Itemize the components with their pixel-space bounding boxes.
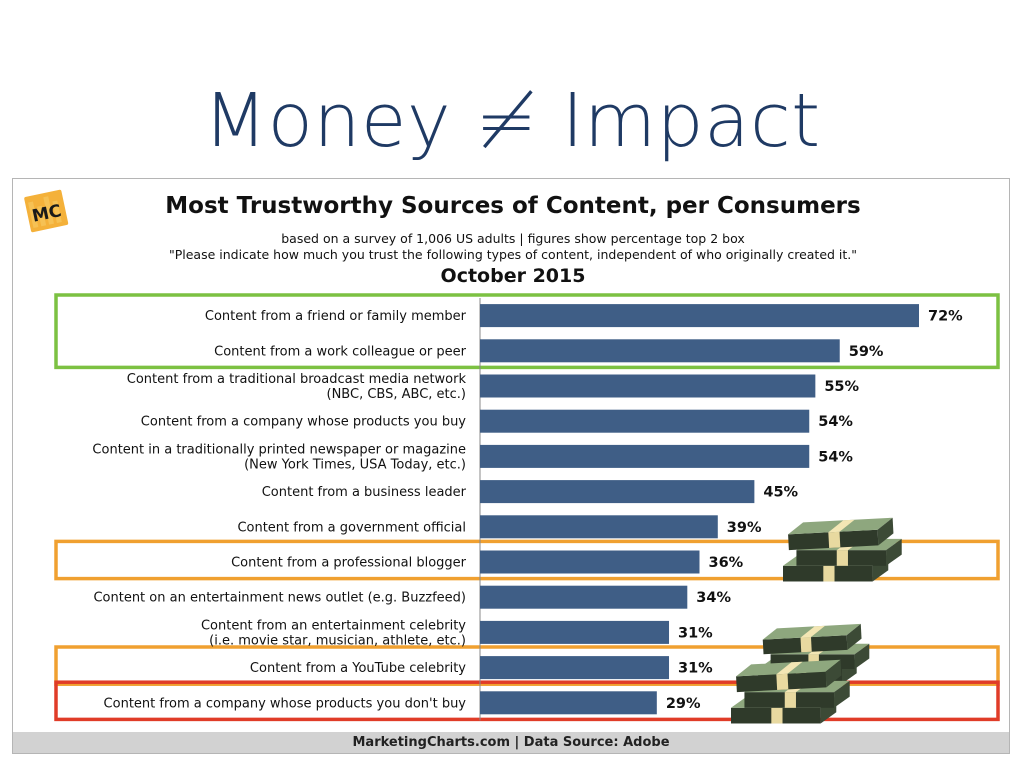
category-label: Content from a professional blogger xyxy=(231,556,467,571)
value-label: 45% xyxy=(763,485,798,501)
value-label: 31% xyxy=(678,625,713,641)
category-label: Content from a company whose products yo… xyxy=(141,415,467,430)
value-label: 54% xyxy=(818,449,853,465)
category-label: Content from a government official xyxy=(237,520,466,535)
slide-title: Money ≠ Impact xyxy=(203,78,821,164)
category-label: Content from an entertainment celebrity xyxy=(201,618,466,633)
bar xyxy=(480,515,718,539)
value-label: 72% xyxy=(928,309,963,325)
value-label: 29% xyxy=(666,696,701,712)
chart-title: Most Trustworthy Sources of Content, per… xyxy=(165,193,861,219)
category-label: (New York Times, USA Today, etc.) xyxy=(244,457,466,472)
bar-chart: 72% Content from a friend or family membe… xyxy=(54,293,1000,724)
category-label: Content from a company whose products yo… xyxy=(104,696,467,711)
chart-subtitle-1: based on a survey of 1,006 US adults | f… xyxy=(281,231,745,246)
category-label: Content from a YouTube celebrity xyxy=(250,661,466,676)
bar xyxy=(480,304,919,328)
value-label: 31% xyxy=(678,661,713,677)
chart-footer: MarketingCharts.com | Data Source: Adobe xyxy=(13,732,1009,753)
bar xyxy=(480,409,810,433)
bar xyxy=(480,374,816,398)
highlight-box-red xyxy=(54,680,1000,722)
bar xyxy=(480,339,840,363)
bar xyxy=(480,444,810,468)
bar xyxy=(480,656,670,680)
value-label: 34% xyxy=(696,590,731,606)
bar xyxy=(480,480,755,504)
money-stack-icon xyxy=(731,659,850,724)
value-label: 54% xyxy=(818,414,853,430)
value-label: 55% xyxy=(824,379,859,395)
highlight-box-orange xyxy=(54,539,1000,581)
category-label: Content in a traditionally printed newsp… xyxy=(92,442,466,457)
category-label: (NBC, CBS, ABC, etc.) xyxy=(327,387,466,402)
value-label: 36% xyxy=(709,555,744,571)
bar xyxy=(480,550,700,574)
chart-subtitle-2: "Please indicate how much you trust the … xyxy=(168,247,858,262)
category-label: Content from a traditional broadcast med… xyxy=(127,372,467,387)
bar xyxy=(480,691,657,715)
category-label: Content from a business leader xyxy=(262,485,467,500)
bar xyxy=(480,585,688,609)
category-label: Content from a work colleague or peer xyxy=(214,344,466,359)
category-label: Content from a friend or family member xyxy=(205,309,467,324)
marketingcharts-logo: MC xyxy=(24,189,69,233)
money-stack-icon xyxy=(783,517,902,582)
category-label: (i.e. movie star, musician, athlete, etc… xyxy=(209,633,466,648)
value-label: 39% xyxy=(727,520,762,536)
highlight-box-green xyxy=(54,293,1000,370)
category-label: Content on an entertainment news outlet … xyxy=(93,591,466,606)
value-label: 59% xyxy=(849,344,884,360)
chart-date: October 2015 xyxy=(440,265,586,287)
chart-panel: MC Most Trustworthy Sources of Content, … xyxy=(12,178,1010,754)
highlight-box-orange xyxy=(54,645,1000,686)
bar xyxy=(480,620,670,644)
